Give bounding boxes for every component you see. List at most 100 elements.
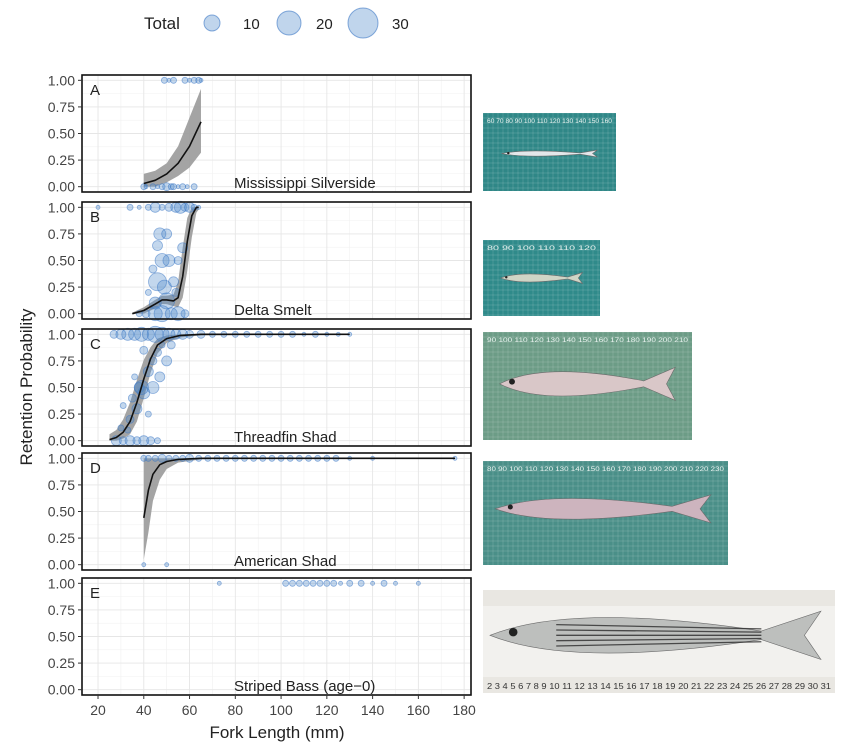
data-point — [164, 562, 170, 568]
data-point — [179, 183, 187, 191]
data-point — [184, 184, 190, 190]
data-point — [117, 424, 125, 432]
x-tick-label: 120 — [315, 702, 339, 718]
data-point — [323, 579, 331, 587]
delta-smelt-photo: 80 90 100 110 110 120 — [483, 240, 600, 316]
photo-image: 60 70 80 90 100 110 120 130 140 150 160 — [483, 113, 616, 191]
data-point — [139, 345, 149, 355]
data-point — [170, 306, 186, 322]
ruler-strip — [483, 677, 835, 693]
y-tick-label: 0.00 — [48, 179, 75, 195]
y-tick-label: 0.50 — [48, 504, 75, 520]
panel-letter: C — [90, 336, 101, 353]
fish-eye — [507, 151, 510, 155]
y-tick-label: 0.50 — [48, 629, 75, 645]
photo-image: 80 90 100 110 120 130 140 150 160 170 18… — [483, 461, 728, 565]
ruler-numbers: 80 90 100 110 110 120 — [487, 246, 597, 252]
data-point — [166, 77, 172, 83]
data-point — [155, 184, 160, 190]
data-point — [282, 579, 290, 587]
fish-body — [499, 366, 676, 401]
data-point — [154, 253, 170, 268]
y-tick-label: 0.75 — [48, 353, 75, 369]
data-point — [190, 76, 198, 84]
x-tick-label: 60 — [182, 702, 198, 718]
confidence-band — [143, 88, 201, 187]
threadfin-shad-photo: 90 100 110 120 130 140 150 160 170 180 1… — [483, 332, 692, 440]
fish-stripe — [556, 637, 762, 642]
data-point — [162, 254, 176, 267]
y-tick-label: 0.25 — [48, 406, 75, 422]
x-tick-label: 140 — [361, 702, 385, 718]
y-tick-label: 1.00 — [48, 575, 75, 591]
data-point — [380, 579, 388, 587]
species-label: Striped Bass (age−0) — [234, 678, 375, 695]
data-point — [148, 272, 167, 292]
ruler-numbers: 80 90 100 110 120 130 140 150 160 170 18… — [487, 467, 725, 473]
legend-title: Total — [144, 14, 180, 33]
data-point — [168, 276, 179, 288]
y-axis-title: Retention Probability — [17, 308, 36, 465]
data-point — [141, 562, 147, 568]
data-point — [156, 279, 172, 295]
data-point — [147, 306, 163, 322]
y-tick-label: 0.25 — [48, 530, 75, 546]
american-shad-photo: 80 90 100 110 120 130 140 150 160 170 18… — [483, 461, 728, 565]
photo-image: 90 100 110 120 130 140 150 160 170 180 1… — [483, 332, 692, 440]
legend-label-20: 20 — [316, 16, 333, 33]
data-point — [154, 371, 166, 383]
data-point — [154, 437, 161, 445]
data-point — [157, 453, 167, 463]
fish-stripe — [556, 623, 762, 630]
data-point — [158, 203, 166, 211]
y-tick-label: 0.25 — [48, 655, 75, 671]
data-point — [175, 184, 181, 190]
data-point — [180, 309, 190, 319]
data-point — [144, 410, 152, 418]
data-point — [338, 580, 343, 586]
x-tick-label: 100 — [269, 702, 293, 718]
photo-image: 80 90 100 110 110 120 — [483, 240, 600, 316]
striped-bass-photo: 2 3 4 5 6 7 8 9 10 11 12 13 14 15 16 17 … — [483, 590, 835, 693]
panel-b: 0.00 0.25 0.50 0.75 1.00 B Delta Smelt — [48, 199, 472, 323]
data-point — [95, 204, 101, 210]
data-point — [190, 183, 198, 191]
data-point — [180, 202, 190, 212]
data-point — [393, 580, 398, 586]
fish-body — [494, 494, 712, 524]
data-point — [152, 240, 163, 252]
y-tick-label: 0.00 — [48, 306, 75, 322]
data-point — [127, 393, 137, 403]
y-tick-label: 0.00 — [48, 682, 75, 698]
fish-eye — [509, 378, 515, 385]
y-tick-label: 1.00 — [48, 72, 75, 88]
legend-circle-30 — [347, 7, 379, 39]
legend-label-10: 10 — [243, 16, 260, 33]
panel-d: 0.00 0.25 0.50 0.75 1.00 D American Shad — [48, 450, 472, 573]
y-tick-label: 0.75 — [48, 477, 75, 493]
fish-eye — [508, 627, 518, 637]
data-point — [370, 580, 376, 586]
fitted-curve — [132, 206, 199, 315]
data-point — [289, 579, 296, 587]
photo-image: 2 3 4 5 6 7 8 9 10 11 12 13 14 15 16 17 … — [483, 590, 835, 693]
ruler-numbers: 60 70 80 90 100 110 120 130 140 150 160 — [487, 119, 613, 125]
data-point — [309, 579, 317, 587]
y-tick-label: 0.25 — [48, 152, 75, 168]
data-point — [173, 256, 183, 265]
y-tick-label: 0.50 — [48, 380, 75, 396]
size-legend: Total 10 20 30 — [144, 7, 409, 39]
x-tick-label: 180 — [452, 702, 476, 718]
data-point — [316, 579, 324, 587]
data-point — [119, 402, 127, 409]
data-point — [302, 579, 310, 587]
data-point — [167, 183, 175, 191]
data-point — [357, 579, 365, 587]
data-point — [136, 204, 142, 210]
data-point — [415, 580, 421, 586]
data-point — [144, 203, 152, 211]
y-tick-label: 0.25 — [48, 279, 75, 295]
fitted-curve — [143, 121, 202, 185]
data-point — [144, 289, 152, 296]
